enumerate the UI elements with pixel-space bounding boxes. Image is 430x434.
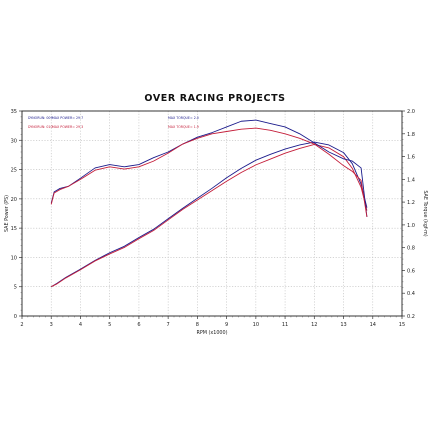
x-tick-label: 15 bbox=[399, 322, 405, 328]
plot-frame bbox=[21, 110, 403, 317]
y-left-tick-label: 15 bbox=[11, 226, 17, 232]
legend-max-torque: MAX TORQUE= 1.9 bbox=[168, 125, 199, 129]
y-left-tick-label: 20 bbox=[11, 197, 17, 203]
x-tick-label: 3 bbox=[50, 322, 53, 328]
legend-run-label: DYNORUN: 010 bbox=[28, 125, 53, 129]
x-tick-label: 2 bbox=[20, 322, 23, 328]
y-right-tick-label: 0.2 bbox=[407, 314, 415, 320]
y-right-tick-label: 2.0 bbox=[407, 109, 415, 115]
y-left-tick-label: 0 bbox=[14, 314, 17, 320]
y-left-tick-label: 25 bbox=[11, 168, 17, 174]
y-right-tick-label: 1.0 bbox=[407, 223, 415, 229]
x-tick-label: 13 bbox=[340, 322, 346, 328]
y-right-tick-label: 0.8 bbox=[407, 246, 415, 252]
series-torque-line bbox=[50, 127, 368, 217]
x-tick-label: 6 bbox=[137, 322, 140, 328]
series-power-line bbox=[50, 141, 368, 288]
y-left-tick-label: 30 bbox=[11, 138, 17, 144]
legend-run-label: DYNORUN: 009 bbox=[28, 116, 53, 120]
y-right-tick-label: 1.6 bbox=[407, 155, 415, 161]
y-left-tick-label: 5 bbox=[14, 285, 17, 291]
y-right-tick-label: 1.2 bbox=[407, 200, 415, 206]
chart-title: OVER RACING PROJECTS bbox=[144, 93, 286, 104]
series-torque-line bbox=[50, 119, 368, 217]
y-right-tick-label: 0.6 bbox=[407, 268, 415, 274]
x-axis-label: RPM (x1000) bbox=[196, 330, 227, 336]
x-tick-label: 9 bbox=[225, 322, 228, 328]
y-left-tick-label: 10 bbox=[11, 255, 17, 261]
y-left-tick-label: 35 bbox=[11, 109, 17, 115]
y-right-axis-label: SAE Torque (kgf-m) bbox=[422, 190, 428, 236]
x-tick-label: 11 bbox=[282, 322, 288, 328]
x-tick-label: 10 bbox=[253, 322, 259, 328]
x-tick-label: 8 bbox=[196, 322, 199, 328]
legend-max-torque: MAX TORQUE= 2.0 bbox=[168, 116, 199, 120]
y-right-tick-label: 1.8 bbox=[407, 132, 415, 138]
legend-max-power: MAX POWER= 29.7 bbox=[52, 116, 83, 120]
series-power-line bbox=[51, 143, 368, 288]
x-tick-label: 12 bbox=[311, 322, 317, 328]
x-tick-label: 5 bbox=[108, 322, 111, 328]
y-right-tick-label: 0.4 bbox=[407, 291, 415, 297]
x-tick-label: 14 bbox=[370, 322, 376, 328]
y-right-tick-label: 1.4 bbox=[407, 177, 415, 183]
plot-background bbox=[22, 111, 402, 316]
x-tick-label: 4 bbox=[79, 322, 82, 328]
legend-max-power: MAX POWER= 29.3 bbox=[52, 125, 83, 129]
x-tick-label: 7 bbox=[167, 322, 170, 328]
y-left-axis-label: SAE Power (PS) bbox=[4, 195, 10, 232]
